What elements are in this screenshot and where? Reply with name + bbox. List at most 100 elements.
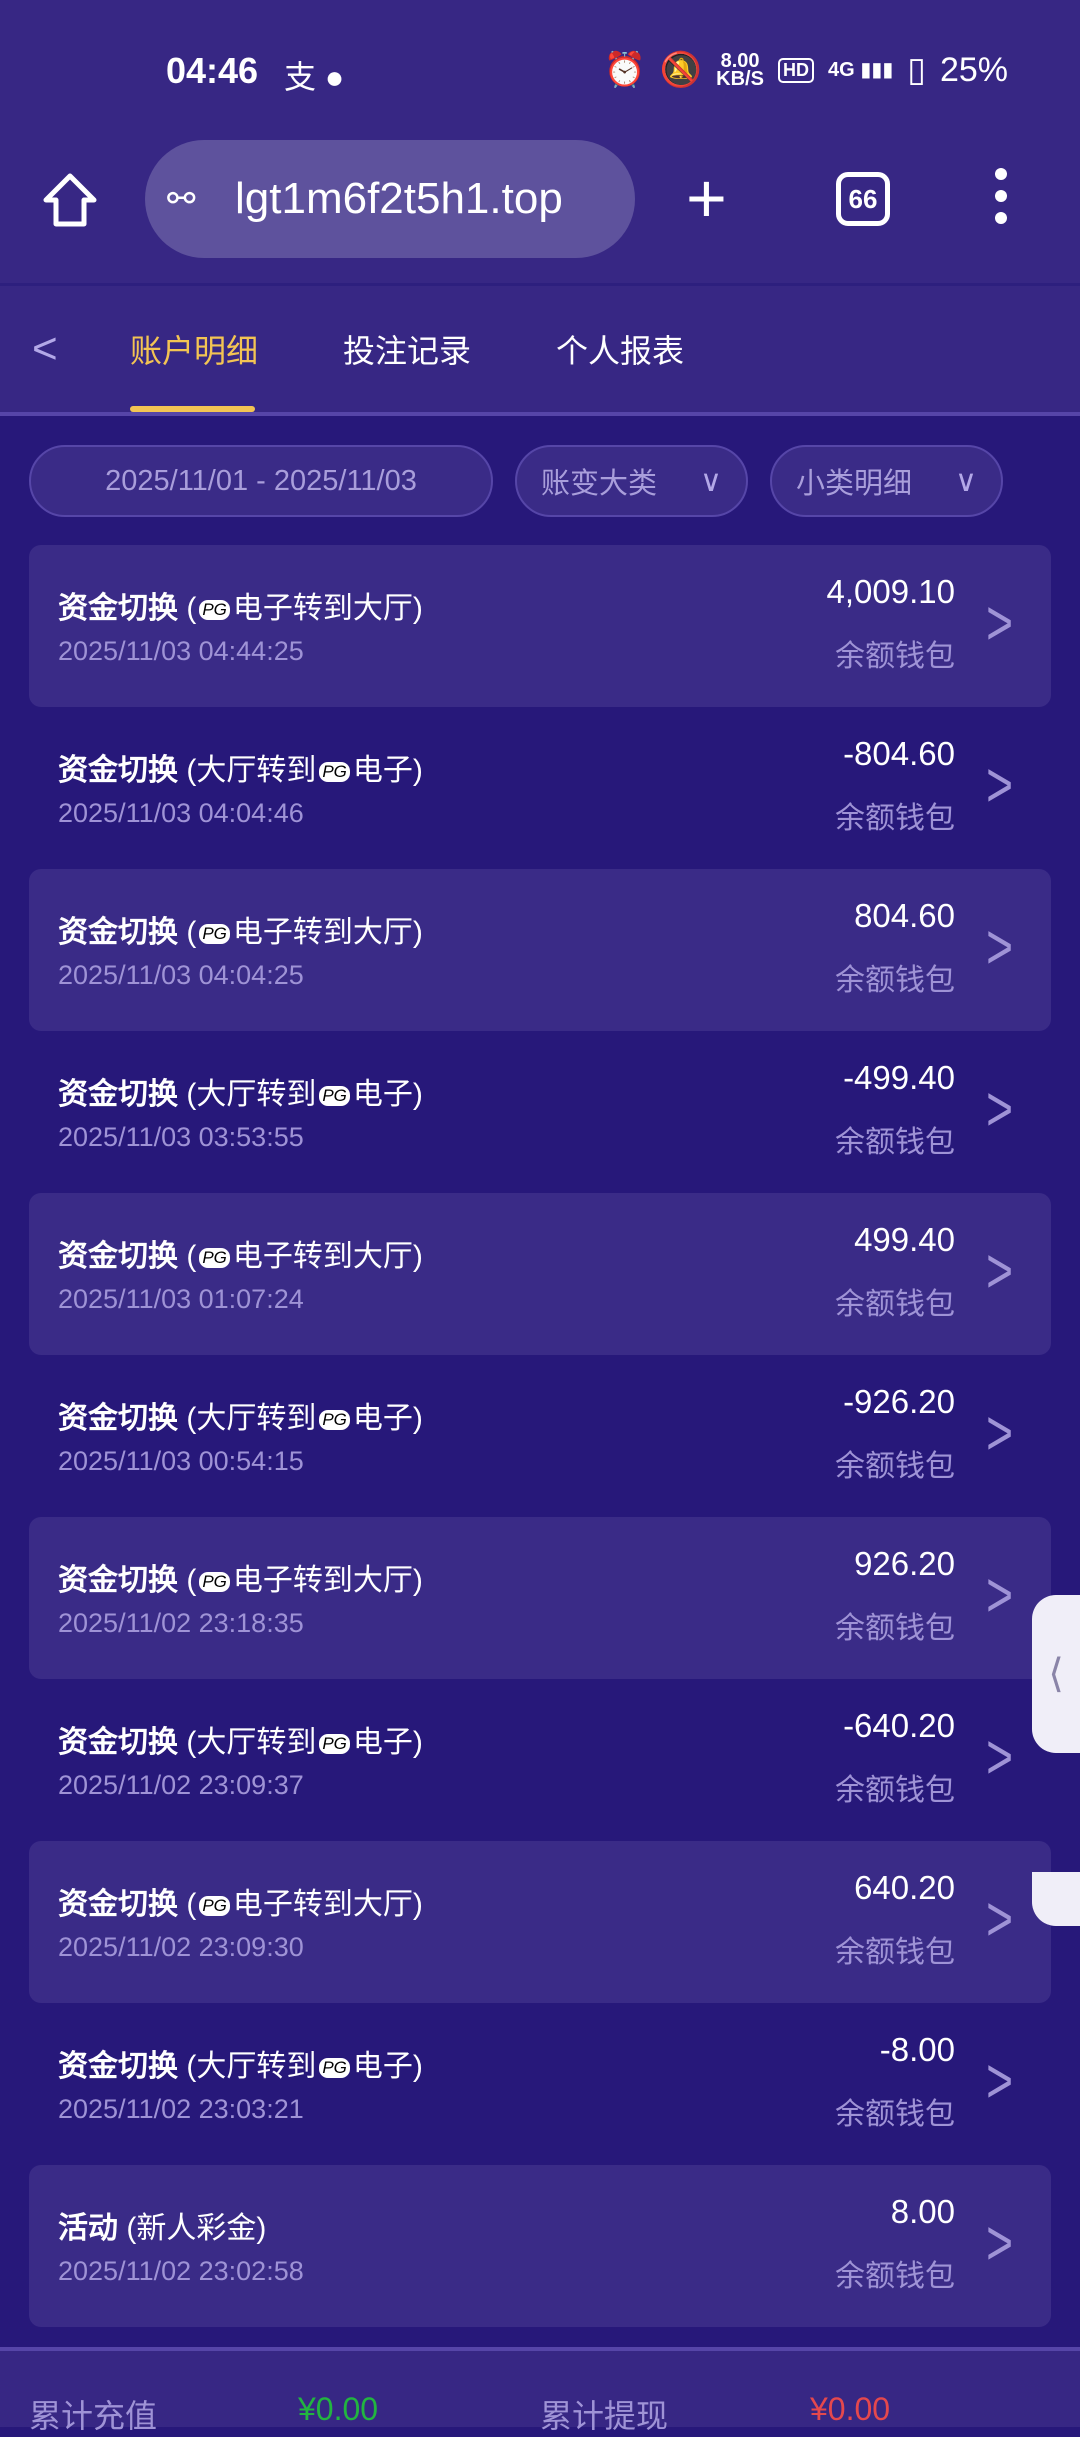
list-item[interactable]: 资金切换 (大厅转到 PG 电子) 2025/11/03 03:53:55 -499… [29,1031,1051,1193]
record-detail-end: 电子转到大厅) [232,1888,423,1921]
record-amount: 926.20 [854,1545,955,1582]
record-amount: -8.00 [879,2031,955,2068]
tab-switcher-button[interactable]: 66 [836,172,890,226]
total-withdraw-value: ¥0.00 [810,2391,891,2427]
record-detail-end: 电子) [352,754,423,787]
pg-logo-icon: PG [319,2058,350,2079]
list-item[interactable]: 资金切换 (PG 电子转到大厅) 2025/11/03 04:04:25 804.… [29,869,1051,1031]
category-label: 账变大类 [541,468,658,500]
speed-value: 8.00 [720,50,760,72]
list-item[interactable]: 资金切换 (大厅转到 PG 电子) 2025/11/03 00:54:15 -926… [29,1355,1051,1517]
battery-icon: ▯ [907,51,926,89]
record-detail-start: (大厅转到 [186,754,317,787]
record-detail-start: (大厅转到 [186,1726,317,1759]
chevron-right-icon: > [986,2043,1013,2117]
record-detail-start: ( [186,916,197,949]
pg-logo-icon: PG [199,924,230,945]
tab-bet-records[interactable]: 投注记录 [343,333,472,369]
record-amount: -926.20 [843,1383,955,1420]
pg-logo-icon: PG [319,762,350,783]
tab-personal-report[interactable]: 个人报表 [556,333,685,369]
list-item[interactable]: 资金切换 (PG 电子转到大厅) 2025/11/02 23:09:30 640.… [29,1841,1051,2003]
record-amount: 640.20 [854,1869,955,1906]
list-item[interactable]: 资金切换 (PG 电子转到大厅) 2025/11/03 04:44:25 4,00… [29,545,1051,707]
mute-icon: 🔕 [659,51,703,89]
record-wallet: 余额钱包 [835,640,955,673]
filter-bar: 2025/11/01 - 2025/11/03 账变大类 ∨ 小类明细 ∨ [29,445,1003,517]
record-detail-end: 电子转到大厅) [232,1240,423,1273]
summary-footer: 累计充值 ¥0.00 累计提现 ¥0.00 [0,2347,1080,2434]
record-wallet: 余额钱包 [835,2260,955,2293]
chevron-right-icon: > [986,747,1013,821]
site-settings-icon[interactable]: ⚯ [167,180,196,218]
home-icon[interactable] [40,170,100,230]
record-amount: 804.60 [854,897,955,934]
net-speed: 8.00 KB/S [716,50,764,90]
record-detail-end: 电子) [352,2050,423,2083]
chevron-right-icon: > [986,1557,1013,1631]
record-wallet: 余额钱包 [835,1126,955,1159]
page-tabs: < 账户明细 投注记录 个人报表 [0,286,1080,412]
back-icon[interactable]: < [32,324,58,373]
alarm-icon: ⏰ [603,51,646,89]
category-select[interactable]: 账变大类 ∨ [515,445,748,517]
chevron-right-icon: > [986,1233,1013,1307]
date-range-picker[interactable]: 2025/11/01 - 2025/11/03 [29,445,493,517]
records-list: 资金切换 (PG 电子转到大厅) 2025/11/03 04:44:25 4,00… [29,545,1051,2327]
record-title: 资金切换 (PG 电子转到大厅) [58,1879,423,1923]
record-wallet: 余额钱包 [835,1450,955,1483]
list-item[interactable]: 资金切换 (PG 电子转到大厅) 2025/11/03 01:07:24 499.… [29,1193,1051,1355]
hd-icon: HD [777,57,814,83]
pg-logo-icon: PG [199,1896,230,1917]
new-tab-icon[interactable]: + [686,159,727,237]
record-date: 2025/11/03 03:53:55 [58,1122,304,1152]
speed-unit: KB/S [716,68,764,90]
record-date: 2025/11/02 23:18:35 [58,1608,304,1638]
list-item[interactable]: 活动 (新人彩金) 2025/11/02 23:02:58 8.00 余额钱包 … [29,2165,1051,2327]
list-item[interactable]: 资金切换 (PG 电子转到大厅) 2025/11/02 23:18:35 926.… [29,1517,1051,1679]
address-bar[interactable]: ⚯ lgt1m6f2t5h1.top [145,140,635,258]
record-type: 资金切换 [58,1078,178,1111]
tab-account-details[interactable]: 账户明细 [130,333,259,369]
record-amount: -640.20 [843,1707,955,1744]
record-detail-end: 电子) [352,1726,423,1759]
record-type: 活动 [58,2212,118,2245]
record-type: 资金切换 [58,754,178,787]
record-detail-end: 电子转到大厅) [232,916,423,949]
chevron-right-icon: > [986,909,1013,983]
record-type: 资金切换 [58,1888,178,1921]
record-amount: -499.40 [843,1059,955,1096]
url-text: lgt1m6f2t5h1.top [235,174,563,223]
chevron-right-icon: > [986,1881,1013,1955]
list-item[interactable]: 资金切换 (大厅转到 PG 电子) 2025/11/02 23:09:37 -640… [29,1679,1051,1841]
pg-logo-icon: PG [319,1086,350,1107]
total-deposit-value: ¥0.00 [298,2391,379,2427]
subcategory-label: 小类明细 [796,468,913,500]
record-type: 资金切换 [58,916,178,949]
record-detail-end: 电子转到大厅) [232,1564,423,1597]
record-detail-end: 电子) [352,1078,423,1111]
record-date: 2025/11/03 04:44:25 [58,636,304,666]
record-title: 资金切换 (PG 电子转到大厅) [58,583,423,627]
record-detail-start: ( [186,1564,197,1597]
side-drawer-handle[interactable]: ⟨ [1032,1595,1080,1753]
status-icons: ⏰ 🔕 8.00 KB/S HD 4G ▮▮▮ ▯ 25% [603,50,1008,90]
side-floating-tab[interactable] [1032,1872,1080,1926]
alipay-icon: 支 [284,59,317,95]
list-item[interactable]: 资金切换 (大厅转到 PG 电子) 2025/11/02 23:03:21 -8.0… [29,2003,1051,2165]
record-title: 资金切换 (大厅转到 PG 电子) [58,1717,423,1761]
more-menu-icon[interactable] [995,168,1015,234]
divider [0,412,1080,416]
total-withdraw-label: 累计提现 [540,2398,669,2434]
record-date: 2025/11/03 01:07:24 [58,1284,304,1314]
status-time: 04:46 [166,50,259,91]
subcategory-select[interactable]: 小类明细 ∨ [770,445,1003,517]
record-type: 资金切换 [58,1564,178,1597]
list-item[interactable]: 资金切换 (大厅转到 PG 电子) 2025/11/03 04:04:46 -804… [29,707,1051,869]
record-date: 2025/11/03 04:04:46 [58,798,304,828]
record-title: 资金切换 (PG 电子转到大厅) [58,1231,423,1275]
record-date: 2025/11/02 23:09:30 [58,1932,304,1962]
record-type: 资金切换 [58,1402,178,1435]
record-detail-start: ( [186,592,197,625]
record-date: 2025/11/02 23:09:37 [58,1770,304,1800]
